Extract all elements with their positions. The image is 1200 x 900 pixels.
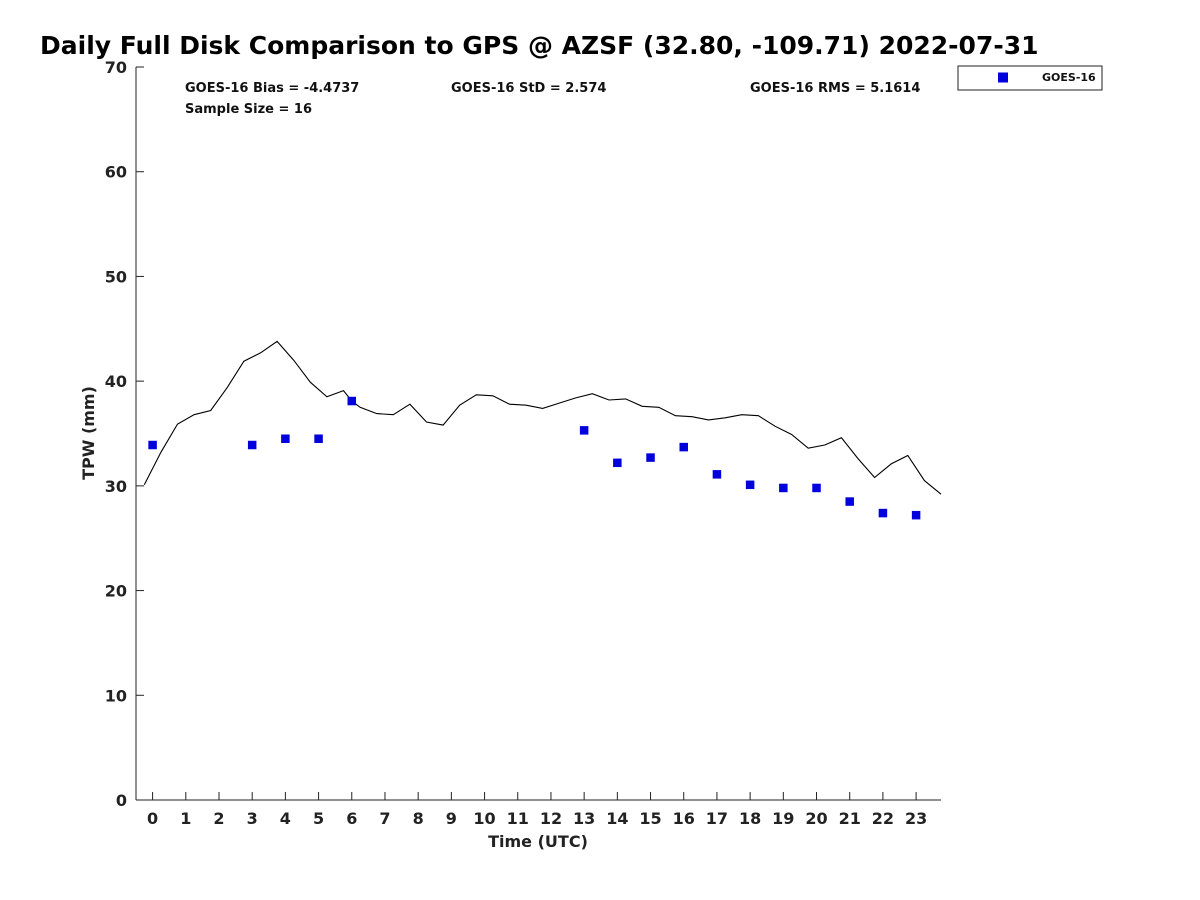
- x-tick-label: 20: [805, 809, 827, 828]
- goes-16-point: [679, 442, 688, 452]
- x-tick-label: 10: [473, 809, 495, 828]
- chart-title: Daily Full Disk Comparison to GPS @ AZSF…: [40, 31, 1039, 60]
- legend-entry-goes-16: GOES-16: [1042, 71, 1096, 84]
- x-tick-label: 0: [147, 809, 158, 828]
- x-tick-label: 5: [313, 809, 324, 828]
- x-tick-label: 14: [606, 809, 628, 828]
- goes-16-point: [314, 434, 323, 443]
- y-tick-label: 50: [105, 267, 127, 286]
- gps-line-series: [143, 340, 942, 495]
- x-tick-label: 12: [540, 809, 562, 828]
- y-tick-label: 60: [105, 163, 127, 182]
- x-tick-label: 3: [247, 809, 258, 828]
- goes-16-point: [613, 458, 622, 468]
- x-axis-label: Time (UTC): [488, 832, 588, 851]
- x-tick-label: 9: [446, 809, 457, 828]
- x-tick-label: 1: [180, 809, 191, 828]
- x-tick-label: 19: [772, 809, 794, 828]
- y-axis-ticks: 0 10 20 30 40 50 60 70: [105, 58, 144, 810]
- goes-16-point: [712, 470, 722, 479]
- x-tick-label: 2: [213, 809, 224, 828]
- goes-16-point: [247, 440, 257, 450]
- x-tick-label: 22: [872, 809, 894, 828]
- goes-16-point: [281, 434, 290, 443]
- y-tick-label: 20: [105, 582, 127, 601]
- y-tick-label: 10: [105, 686, 127, 705]
- stat-sample-size: Sample Size = 16: [185, 102, 312, 117]
- x-tick-label: 8: [413, 809, 424, 828]
- stat-rms: GOES-16 RMS = 5.1614: [750, 81, 920, 96]
- x-tick-label: 18: [739, 809, 761, 828]
- y-tick-label: 70: [105, 58, 127, 77]
- x-tick-label: 11: [507, 809, 529, 828]
- stat-bias: GOES-16 Bias = -4.4737: [185, 81, 359, 96]
- stat-std: GOES-16 StD = 2.574: [451, 81, 606, 96]
- x-tick-label: 15: [639, 809, 661, 828]
- goes-16-point: [878, 508, 888, 518]
- legend: GOES-16: [957, 65, 1103, 91]
- goes-16-point: [347, 396, 357, 406]
- goes-16-point: [646, 453, 655, 462]
- legend-marker-goes-16: [998, 72, 1008, 83]
- goes-16-point: [911, 510, 921, 520]
- y-tick-label: 0: [116, 791, 127, 810]
- goes-16-point: [812, 483, 821, 493]
- x-tick-label: 17: [706, 809, 728, 828]
- goes-16-point: [579, 426, 589, 435]
- goes-16-point: [845, 497, 854, 506]
- x-tick-label: 13: [573, 809, 595, 828]
- goes-16-point: [779, 483, 788, 493]
- x-tick-label: 6: [346, 809, 357, 828]
- x-tick-label: 7: [379, 809, 390, 828]
- x-tick-label: 16: [673, 809, 695, 828]
- x-axis-ticks: 0 1 2 3 4 5 6 7 8 9 10 11 12 13 14 15 16 17 18 19 20 21 22 23: [147, 792, 927, 828]
- axes: [135, 67, 941, 801]
- x-tick-label: 23: [905, 809, 927, 828]
- goes-16-scatter-series: [148, 396, 921, 520]
- y-tick-label: 30: [105, 477, 127, 496]
- goes-16-point: [745, 480, 755, 490]
- y-axis-label: TPW (mm): [79, 386, 98, 480]
- legend-box: [957, 65, 1103, 91]
- y-tick-label: 40: [105, 372, 127, 391]
- x-tick-label: 4: [280, 809, 291, 828]
- goes-16-point: [148, 440, 157, 450]
- x-tick-label: 21: [839, 809, 861, 828]
- gps-line: [143, 340, 942, 495]
